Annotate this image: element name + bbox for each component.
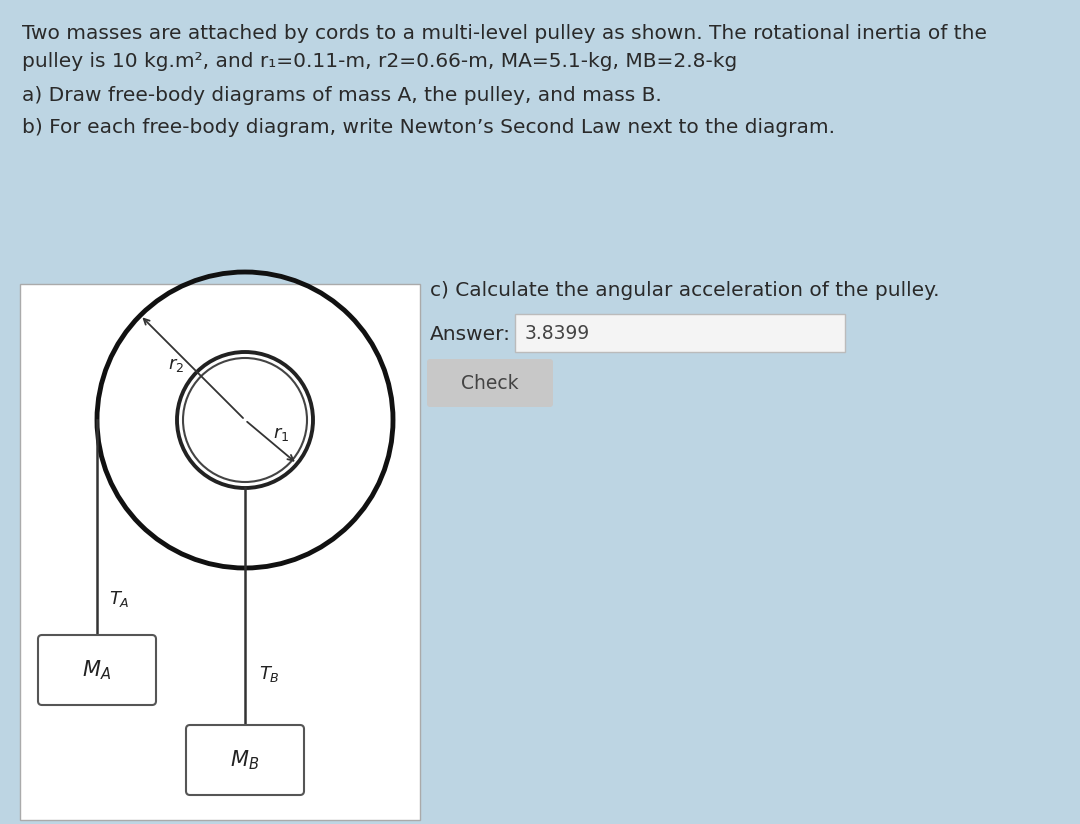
Text: $M_A$: $M_A$	[82, 658, 111, 681]
Text: $T_A$: $T_A$	[109, 589, 130, 609]
Text: c) Calculate the angular acceleration of the pulley.: c) Calculate the angular acceleration of…	[430, 281, 940, 300]
Text: Check: Check	[461, 373, 518, 392]
FancyBboxPatch shape	[38, 635, 156, 705]
Text: $r_2$: $r_2$	[167, 356, 184, 374]
Text: pulley is 10 kg.m², and r₁=0.11-m, r2=0.66-m, MA=5.1-kg, MB=2.8-kg: pulley is 10 kg.m², and r₁=0.11-m, r2=0.…	[22, 52, 738, 71]
Text: Two masses are attached by cords to a multi-level pulley as shown. The rotationa: Two masses are attached by cords to a mu…	[22, 24, 987, 43]
Text: $M_B$: $M_B$	[230, 748, 259, 772]
Text: $r_1$: $r_1$	[273, 425, 289, 442]
Text: Answer:: Answer:	[430, 325, 511, 344]
Text: 3.8399: 3.8399	[525, 324, 591, 343]
FancyBboxPatch shape	[21, 284, 420, 820]
Bar	[515, 314, 845, 352]
Text: $T_B$: $T_B$	[259, 664, 280, 684]
Text: a) Draw free-body diagrams of mass A, the pulley, and mass B.: a) Draw free-body diagrams of mass A, th…	[22, 86, 662, 105]
FancyBboxPatch shape	[186, 725, 303, 795]
Text: b) For each free-body diagram, write Newton’s Second Law next to the diagram.: b) For each free-body diagram, write New…	[22, 118, 835, 137]
FancyBboxPatch shape	[427, 359, 553, 407]
